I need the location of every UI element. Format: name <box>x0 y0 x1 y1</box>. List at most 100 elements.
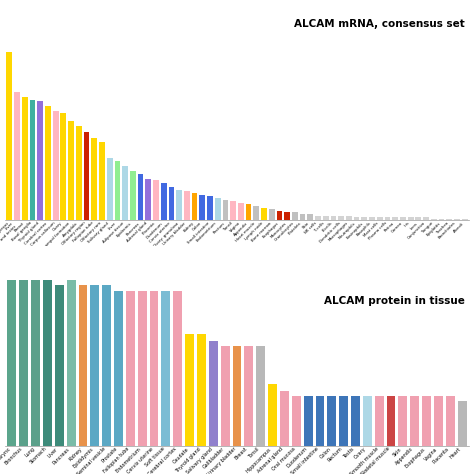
Bar <box>7 52 12 220</box>
Bar <box>107 158 112 220</box>
Bar <box>29 100 36 220</box>
Bar <box>146 179 151 220</box>
Bar <box>191 193 198 220</box>
Bar <box>200 195 205 220</box>
Text: ALCAM mRNA, consensus set: ALCAM mRNA, consensus set <box>294 18 465 28</box>
Bar <box>363 396 372 446</box>
Bar <box>422 396 431 446</box>
Bar <box>323 216 328 220</box>
Bar <box>221 346 229 446</box>
Bar <box>122 166 128 220</box>
Bar <box>361 217 367 220</box>
Bar <box>176 190 182 220</box>
Bar <box>292 212 298 220</box>
Bar <box>14 92 20 220</box>
Bar <box>31 280 40 446</box>
Bar <box>233 346 241 446</box>
Bar <box>315 216 321 220</box>
Bar <box>76 126 82 220</box>
Bar <box>22 97 27 220</box>
Bar <box>399 396 407 446</box>
Bar <box>68 121 74 220</box>
Bar <box>377 217 383 220</box>
Bar <box>161 183 166 220</box>
Bar <box>169 187 174 220</box>
Bar <box>207 196 213 220</box>
Bar <box>99 142 105 220</box>
Bar <box>209 341 218 446</box>
Bar <box>130 171 136 220</box>
Bar <box>138 291 146 446</box>
Bar <box>91 138 97 220</box>
Bar <box>53 111 59 220</box>
Bar <box>462 219 467 220</box>
Bar <box>338 216 344 220</box>
Bar <box>215 198 220 220</box>
Bar <box>304 396 312 446</box>
Bar <box>387 396 395 446</box>
Bar <box>197 335 206 446</box>
Bar <box>415 217 421 220</box>
Bar <box>91 284 99 446</box>
Bar <box>410 396 419 446</box>
Bar <box>328 396 336 446</box>
Bar <box>185 335 194 446</box>
Bar <box>67 280 75 446</box>
Bar <box>447 219 452 220</box>
Bar <box>153 180 159 220</box>
Bar <box>316 396 324 446</box>
Bar <box>79 284 87 446</box>
Bar <box>246 204 252 220</box>
Bar <box>292 396 301 446</box>
Bar <box>162 291 170 446</box>
Bar <box>300 214 305 220</box>
Bar <box>369 217 375 220</box>
Bar <box>43 280 52 446</box>
Bar <box>37 101 43 220</box>
Bar <box>438 219 444 220</box>
Bar <box>276 211 283 220</box>
Bar <box>454 219 460 220</box>
Bar <box>184 191 190 220</box>
Bar <box>431 219 437 220</box>
Bar <box>408 217 413 220</box>
Bar <box>8 280 16 446</box>
Bar <box>434 396 443 446</box>
Bar <box>61 113 66 220</box>
Bar <box>339 396 348 446</box>
Bar <box>351 396 360 446</box>
Bar <box>114 291 123 446</box>
Bar <box>354 217 359 220</box>
Bar <box>269 209 274 220</box>
Bar <box>83 132 90 220</box>
Bar <box>222 200 228 220</box>
Bar <box>45 106 51 220</box>
Bar <box>446 396 455 446</box>
Bar <box>392 217 398 220</box>
Bar <box>230 201 236 220</box>
Bar <box>268 384 277 446</box>
Bar <box>19 280 28 446</box>
Bar <box>102 284 111 446</box>
Bar <box>254 206 259 220</box>
Bar <box>261 208 267 220</box>
Bar <box>423 217 429 220</box>
Bar <box>384 217 391 220</box>
Bar <box>245 346 253 446</box>
Bar <box>173 291 182 446</box>
Bar <box>150 291 158 446</box>
Bar <box>375 396 383 446</box>
Bar <box>238 203 244 220</box>
Bar <box>458 401 466 446</box>
Text: ALCAM protein in tissue: ALCAM protein in tissue <box>324 296 465 306</box>
Bar <box>284 212 290 220</box>
Bar <box>346 216 352 220</box>
Bar <box>308 214 313 220</box>
Bar <box>55 284 64 446</box>
Bar <box>137 174 144 220</box>
Bar <box>280 391 289 446</box>
Bar <box>115 161 120 220</box>
Bar <box>126 291 135 446</box>
Bar <box>400 217 406 220</box>
Bar <box>330 216 337 220</box>
